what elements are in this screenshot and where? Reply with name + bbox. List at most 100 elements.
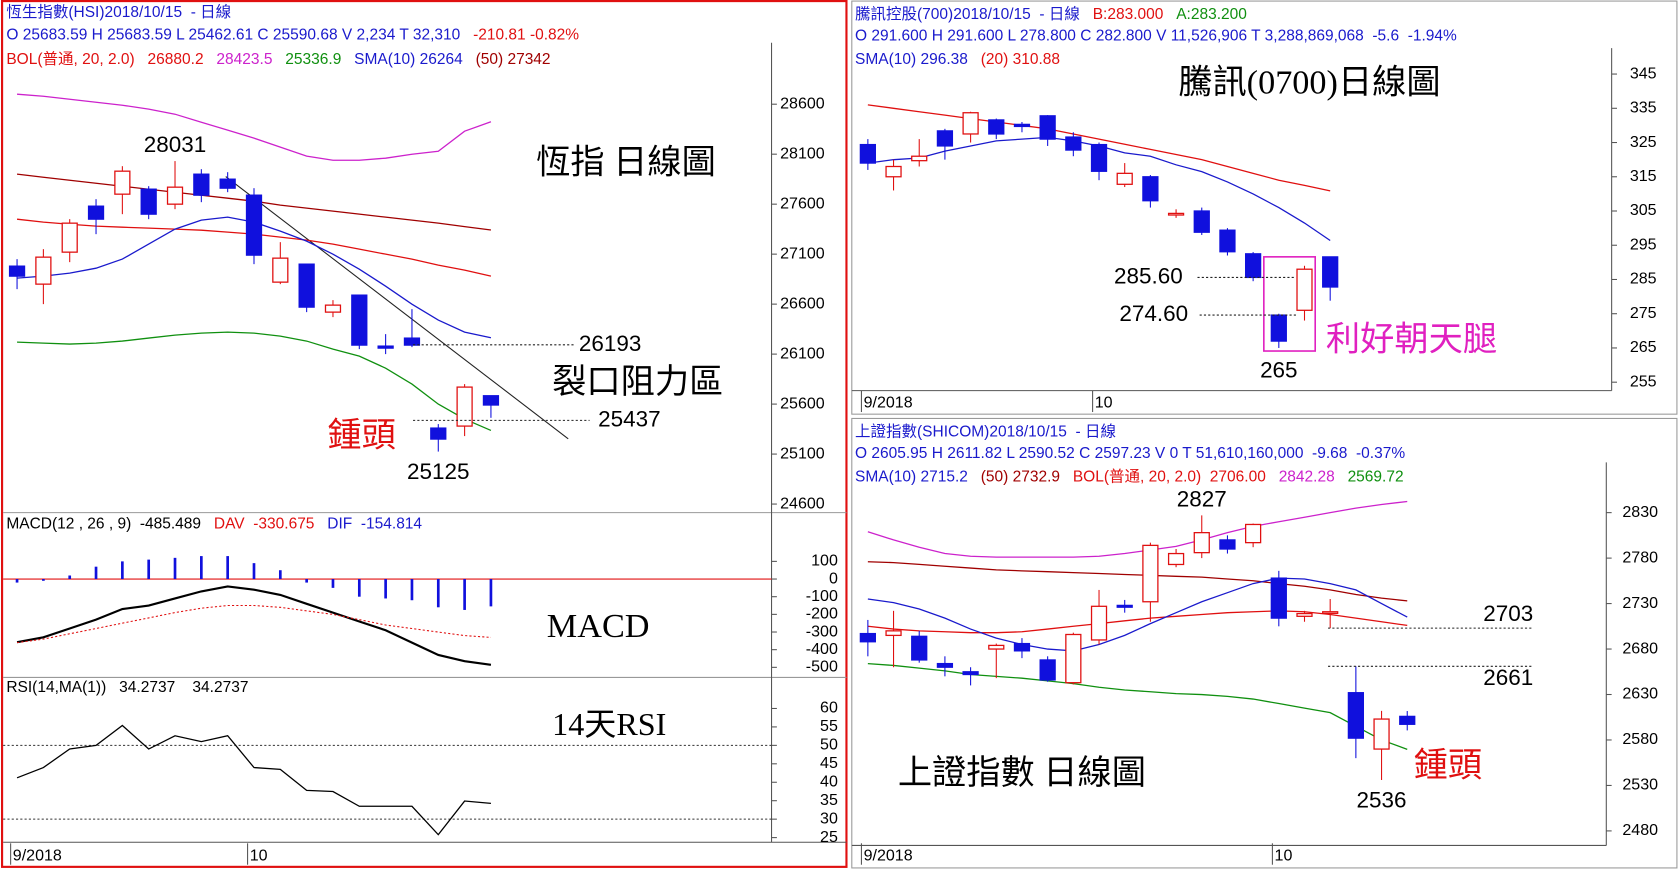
y-tick-label: 0 (829, 569, 838, 587)
left-panel-border (1, 0, 848, 868)
candle-body (1347, 692, 1365, 739)
candle-body (1039, 659, 1056, 681)
candle-body (403, 337, 421, 346)
candle-body (885, 630, 902, 637)
indicator-line (867, 500, 1408, 558)
y-tick-label: 60 (820, 699, 838, 717)
header-text: 26880.2 (148, 51, 204, 68)
y-tick-label: 28600 (780, 94, 825, 112)
candle-body (1219, 539, 1236, 550)
candle-body (219, 178, 236, 189)
y-tick-label: 325 (1630, 133, 1657, 151)
header-text: BOL(普通, 20, 2.0) (6, 50, 134, 68)
y-tick-label: 295 (1630, 235, 1657, 253)
y-tick-label: 25600 (780, 394, 825, 412)
y-tick-label: 285 (1630, 270, 1657, 288)
candle-body (1116, 172, 1133, 185)
y-tick-label: 2480 (1622, 821, 1658, 839)
candle-body (1244, 523, 1262, 544)
indicator-line (867, 104, 1331, 192)
y-tick-label: 45 (820, 754, 838, 772)
header-text: 騰訊控股(700)2018/10/15 - 日線 (855, 5, 1080, 23)
candle-body (1167, 212, 1185, 216)
x-tick-label: 9/2018 (864, 846, 913, 864)
price-label: 25125 (407, 459, 469, 484)
candle-body (1065, 136, 1082, 151)
y-tick-label: -100 (806, 587, 838, 605)
header-text: 上證指數(SHICOM)2018/10/15 - 日線 (855, 422, 1116, 440)
candle-body (482, 395, 500, 406)
annotation: 騰訊(0700)日線圖 (1178, 63, 1440, 101)
candle-body (377, 345, 394, 349)
y-tick-label: -400 (806, 640, 838, 658)
price-label: 265 (1260, 357, 1298, 382)
price-label: 2827 (1177, 486, 1227, 511)
candle-body (193, 173, 210, 196)
header-text: B:283.000 (1093, 6, 1164, 23)
header-text: SMA(10) 2715.2 (855, 468, 968, 485)
indicator-line (867, 662, 1408, 750)
candle-body (988, 119, 1005, 135)
y-tick-label: 2530 (1622, 776, 1658, 794)
y-tick-label: 100 (811, 552, 838, 570)
candle-body (1013, 642, 1031, 652)
candle-body (859, 143, 876, 164)
y-tick-label: 40 (820, 772, 838, 790)
y-tick-label: -200 (806, 605, 838, 623)
header-text: 28423.5 (216, 51, 272, 68)
y-tick-label: -500 (806, 658, 838, 676)
header-text: 2569.72 (1348, 468, 1404, 485)
candle-body (962, 112, 979, 135)
y-tick-label: 25100 (780, 444, 825, 462)
x-tick-label: 9/2018 (864, 394, 913, 412)
y-tick-label: -300 (806, 622, 838, 640)
candle-body (456, 386, 473, 427)
x-tick-label: 9/2018 (13, 846, 62, 864)
y-tick-label: 345 (1630, 64, 1657, 82)
candle-body (87, 205, 105, 220)
candle-body (1193, 532, 1210, 554)
candle-body (1090, 143, 1108, 172)
y-tick-label: 26100 (780, 344, 825, 362)
y-tick-label: 30 (820, 809, 838, 827)
x-tick-label: 10 (1095, 394, 1113, 412)
y-tick-label: 50 (820, 736, 838, 754)
y-tick-label: 335 (1630, 99, 1657, 117)
header-text: O 25683.59 H 25683.59 L 25462.61 C 25590… (6, 26, 460, 43)
header-text: RSI(14,MA(1)) 34.2737 34.2737 (6, 679, 248, 696)
indicator-line (17, 93, 492, 161)
y-tick-label: 2730 (1622, 594, 1658, 612)
candle-body (911, 155, 928, 162)
header-text: MACD(12 , 26 , 9) -485.489 (6, 515, 201, 532)
candle-body (430, 427, 447, 440)
y-tick-label: 275 (1630, 304, 1657, 322)
header-text: (20) 310.88 (981, 51, 1060, 68)
level-label: 2661 (1483, 665, 1533, 690)
y-tick-label: 2680 (1622, 639, 1658, 657)
candle-body (1296, 612, 1313, 617)
y-tick-label: 2630 (1622, 685, 1658, 703)
header-text: O 2605.95 H 2611.82 L 2590.52 C 2597.23 … (855, 445, 1405, 462)
indicator-line (16, 585, 492, 666)
candle-body (1116, 604, 1133, 608)
header-text: SMA(10) 26264 (354, 51, 463, 68)
y-tick-label: 27100 (780, 244, 825, 262)
indicator-line (867, 577, 1408, 652)
price-label: 28031 (144, 132, 206, 157)
indicator-line (17, 331, 492, 432)
y-tick-label: 25 (820, 828, 838, 846)
header-text: 25336.9 (285, 51, 341, 68)
indicator-line (16, 604, 491, 644)
candle-body (8, 265, 26, 277)
candle-body (962, 671, 979, 676)
candle-body (140, 188, 157, 215)
right-top-panel-border (851, 0, 1678, 415)
candle-body (1270, 314, 1287, 342)
annotation: 14天RSI (552, 706, 666, 742)
candle-body (911, 635, 928, 661)
candle-body (1373, 718, 1390, 750)
candle-body (988, 644, 1005, 650)
